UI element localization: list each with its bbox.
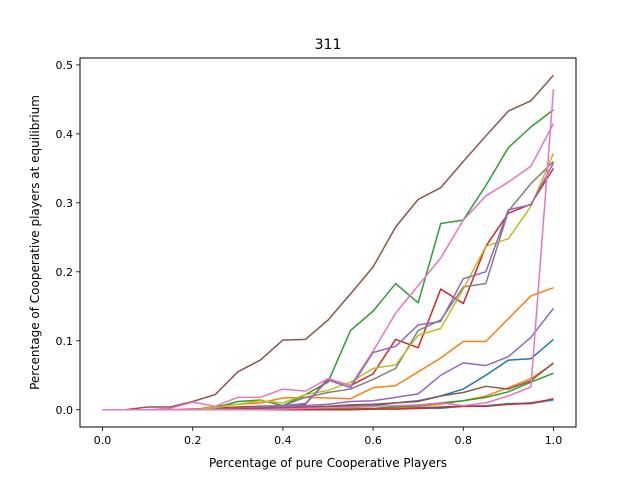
y-tick-label: 0.5	[56, 59, 74, 72]
y-axis-label: Percentage of Cooperative players at equ…	[28, 95, 42, 390]
series-line-7	[102, 123, 555, 411]
x-tick-label: 0.0	[94, 434, 112, 447]
series-line-1	[102, 338, 554, 411]
y-axis-ticks: 0.0 0.1 0.2 0.3 0.4 0.5	[56, 59, 80, 417]
y-tick-label: 0.4	[56, 128, 74, 141]
y-tick-label: 0.0	[56, 404, 74, 417]
series-line-3	[102, 109, 554, 411]
x-tick-label: 0.8	[455, 434, 473, 447]
plot-frame	[79, 57, 577, 428]
x-tick-label: 1.0	[545, 434, 563, 447]
series-line-6	[102, 74, 555, 411]
series-lines	[102, 74, 555, 411]
x-tick-label: 0.6	[364, 434, 382, 447]
series-line-2	[102, 286, 554, 411]
series-line-8	[102, 160, 554, 411]
series-line-5	[102, 307, 555, 411]
y-tick-label: 0.1	[56, 335, 74, 348]
x-axis-ticks: 0.0 0.2 0.4 0.6 0.8 1.0	[94, 427, 562, 447]
y-tick-label: 0.2	[56, 266, 74, 279]
chart-title: 311	[315, 37, 342, 53]
series-line-17	[102, 88, 555, 411]
series-line-15	[102, 162, 555, 411]
x-tick-label: 0.2	[184, 434, 202, 447]
series-line-4	[102, 167, 555, 411]
x-tick-label: 0.4	[274, 434, 292, 447]
x-axis-label: Percentage of pure Cooperative Players	[209, 456, 447, 470]
y-tick-label: 0.3	[56, 197, 74, 210]
